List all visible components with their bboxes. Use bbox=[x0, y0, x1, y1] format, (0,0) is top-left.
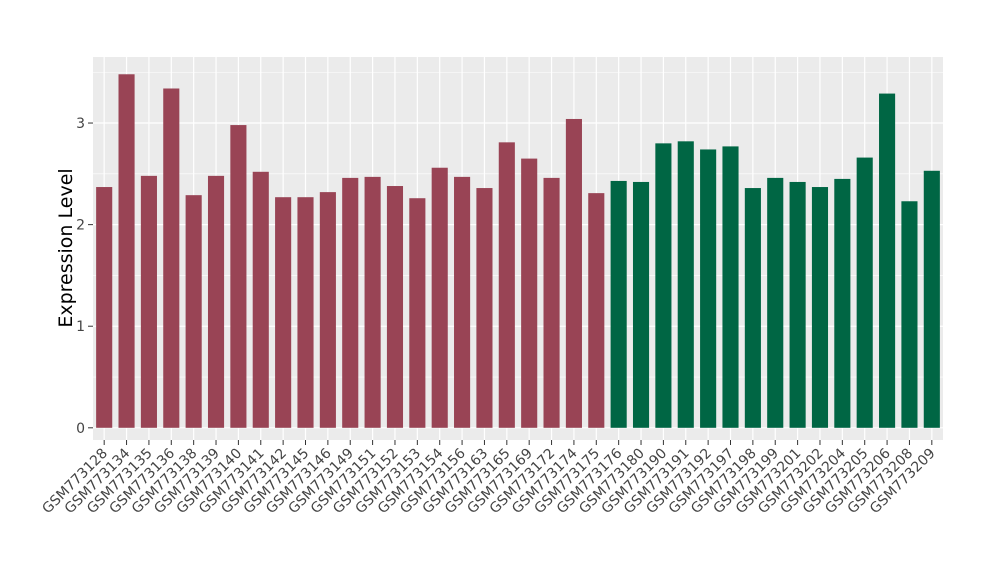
bar bbox=[207, 175, 225, 428]
bar bbox=[655, 143, 672, 428]
bar bbox=[588, 193, 605, 428]
bar bbox=[811, 187, 829, 428]
bar bbox=[722, 146, 739, 428]
bar bbox=[431, 167, 448, 428]
bar bbox=[386, 186, 404, 428]
bar bbox=[476, 188, 493, 428]
bar bbox=[118, 74, 135, 428]
bar bbox=[230, 125, 247, 428]
bar bbox=[901, 201, 918, 428]
bar bbox=[565, 118, 582, 428]
bar bbox=[96, 187, 113, 428]
bar bbox=[342, 177, 359, 428]
bar bbox=[319, 192, 336, 428]
bar bbox=[767, 177, 784, 428]
bar bbox=[409, 198, 426, 428]
bar bbox=[543, 177, 560, 428]
bar bbox=[364, 176, 381, 428]
bar bbox=[856, 157, 873, 428]
bar bbox=[700, 149, 717, 428]
y-axis-label: Expression Level bbox=[55, 168, 77, 327]
bar bbox=[677, 141, 694, 428]
bar bbox=[185, 195, 202, 428]
bar bbox=[632, 181, 650, 428]
bar bbox=[744, 188, 761, 428]
y-axis-ticks: 0 1 2 3 bbox=[76, 116, 93, 437]
bar bbox=[140, 175, 157, 428]
bar bbox=[454, 176, 471, 428]
bar bbox=[610, 180, 627, 428]
bar bbox=[789, 181, 806, 428]
bar bbox=[923, 170, 940, 428]
bar bbox=[252, 171, 269, 428]
y-tick-label: 0 bbox=[76, 421, 85, 437]
x-axis-ticks: GSM773128GSM773134GSM773135GSM773136GSM7… bbox=[39, 440, 939, 517]
y-tick-label: 1 bbox=[76, 319, 85, 335]
bar bbox=[297, 197, 314, 428]
y-tick-label: 2 bbox=[76, 218, 85, 234]
bars bbox=[96, 74, 940, 428]
bar bbox=[163, 88, 180, 428]
bar bbox=[275, 197, 292, 428]
bar bbox=[834, 178, 851, 428]
y-tick-label: 3 bbox=[76, 116, 85, 132]
bar bbox=[879, 93, 896, 428]
bar bbox=[498, 142, 515, 428]
bar bbox=[521, 158, 538, 428]
